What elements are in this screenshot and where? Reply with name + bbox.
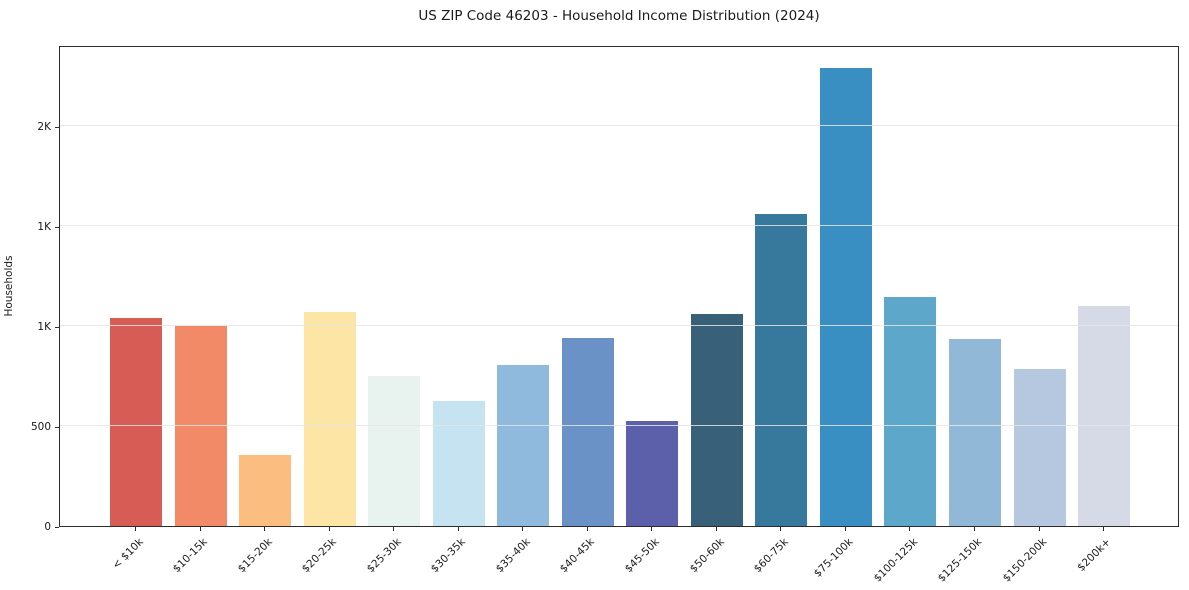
bar-$30-35k [432, 401, 485, 526]
x-tick-mark [457, 527, 459, 531]
y-tick-label: 1K [37, 221, 51, 233]
plot-area [59, 46, 1179, 527]
x-tick-label: $200k+ [1075, 536, 1114, 574]
gridline [60, 225, 1178, 226]
bar-$100-125k [884, 297, 937, 526]
x-tick-label: $35-40k [493, 536, 533, 576]
y-tick-label: 500 [30, 421, 51, 433]
x-tick-mark [973, 527, 975, 531]
bar-< $10k [110, 318, 162, 526]
x-tick-label: $45-50k [622, 536, 662, 576]
x-tick-mark [328, 527, 330, 531]
gridline [60, 425, 1178, 426]
x-tick-label: $125-150k [935, 536, 985, 585]
y-axis-label: Households [3, 255, 15, 317]
bar-$20-25k [303, 312, 356, 526]
y-tick-mark [55, 326, 59, 328]
y-tick-label: 0 [44, 521, 51, 533]
y-tick-mark [55, 126, 59, 128]
bar-$25-30k [368, 376, 421, 526]
x-tick-label: $20-25k [300, 536, 340, 576]
bar-$45-50k [626, 421, 679, 526]
x-tick-mark [909, 527, 911, 531]
x-tick-mark [135, 527, 136, 531]
bar-$10-15k [174, 326, 227, 526]
x-tick-mark [1103, 527, 1104, 531]
x-tick-mark [1038, 527, 1040, 531]
bar-$35-40k [497, 365, 550, 526]
y-tick-mark [55, 226, 59, 228]
x-tick-mark [264, 527, 266, 531]
x-tick-label: $10-15k [170, 536, 211, 576]
y-tick-mark [55, 526, 59, 528]
x-tick-mark [586, 527, 588, 531]
x-tick-label: $60-75k [751, 536, 791, 576]
x-tick-label: $150-200k [1000, 536, 1049, 585]
bar-$125-150k [948, 339, 1001, 526]
x-tick-label: $25-30k [364, 536, 404, 576]
x-tick-mark [393, 527, 395, 531]
x-tick-mark [651, 527, 653, 531]
x-tick-mark [780, 527, 782, 531]
x-tick-label: $40-45k [558, 536, 598, 576]
x-tick-mark [715, 527, 717, 531]
bar-$75-100k [819, 68, 872, 526]
x-tick-mark [522, 527, 524, 531]
bar-$50-60k [690, 314, 743, 526]
chart-title: US ZIP Code 46203 - Household Income Dis… [418, 8, 820, 24]
bar-$60-75k [755, 214, 808, 526]
gridline [60, 125, 1178, 126]
x-tick-label: $50-60k [687, 536, 727, 576]
bar-$200k+ [1078, 306, 1130, 526]
y-tick-label: 2K [37, 121, 51, 133]
x-tick-mark [844, 527, 846, 531]
bar-$150-200k [1013, 369, 1066, 526]
x-tick-mark [199, 527, 201, 531]
bar-$15-20k [239, 455, 292, 526]
gridline [60, 325, 1178, 326]
bar-$40-45k [561, 338, 614, 526]
x-tick-label: $30-35k [429, 536, 469, 576]
x-tick-label: < $10k [109, 536, 146, 572]
y-tick-mark [55, 426, 59, 428]
x-tick-label: $75-100k [811, 536, 856, 580]
x-tick-label: $100-125k [871, 536, 920, 585]
y-tick-label: 1K [37, 321, 51, 333]
x-tick-label: $15-20k [235, 536, 275, 576]
